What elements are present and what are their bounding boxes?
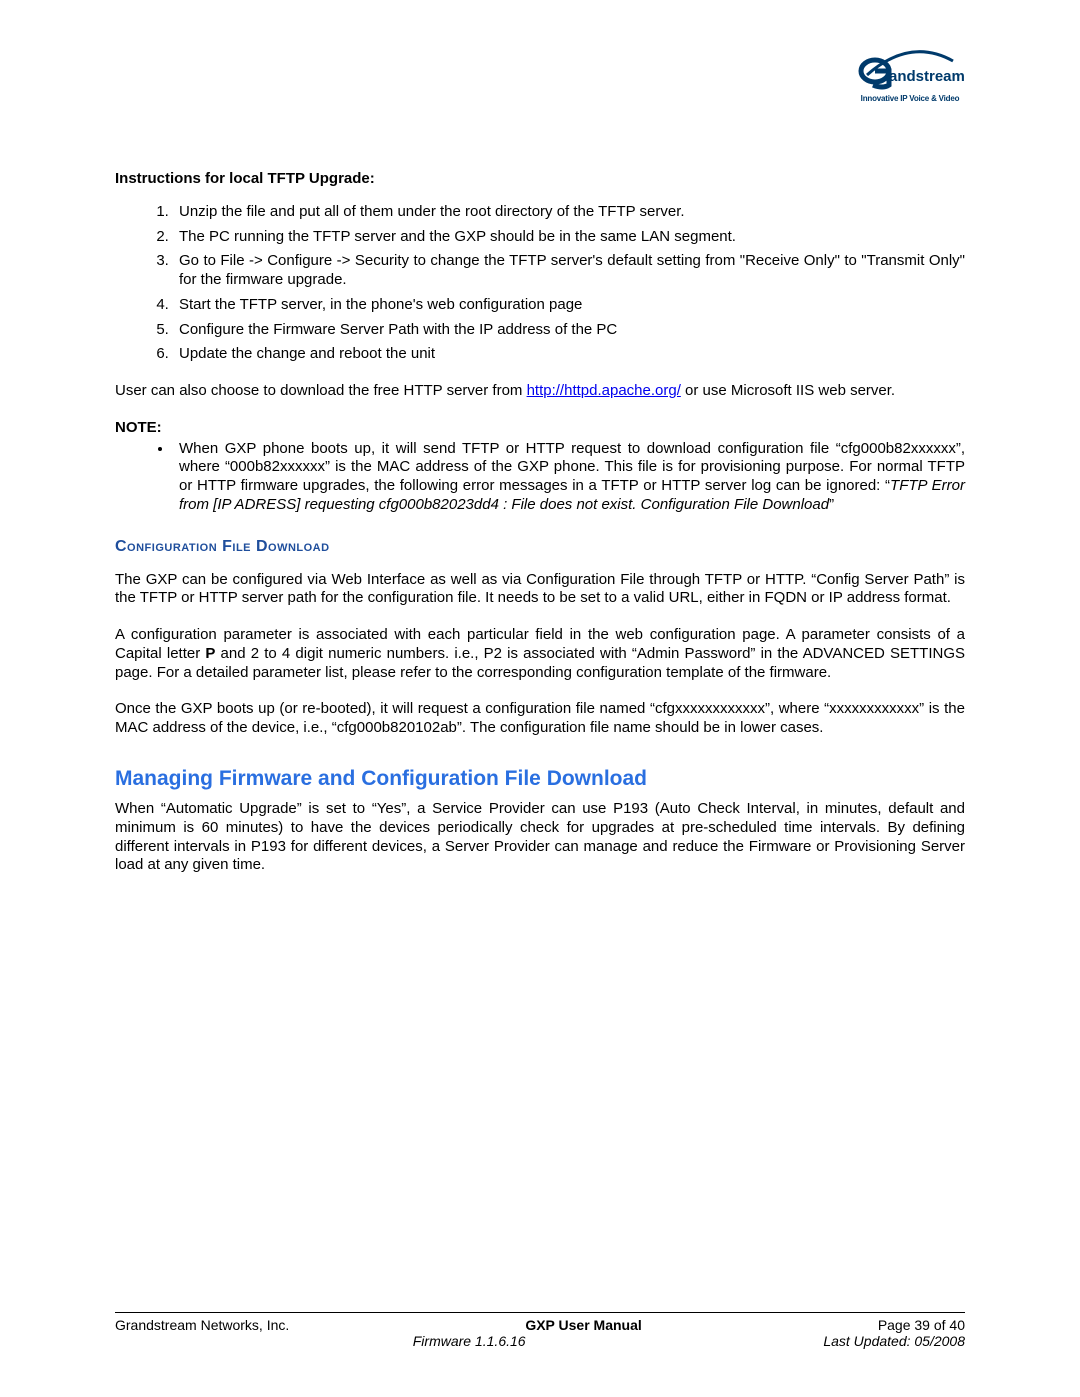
config-paragraph-2: A configuration parameter is associated … [115, 626, 965, 682]
managing-paragraph: When “Automatic Upgrade” is set to “Yes”… [115, 800, 965, 875]
list-item: Go to File -> Configure -> Security to c… [173, 252, 965, 290]
list-item: Update the change and reboot the unit [173, 345, 965, 364]
apache-link[interactable]: http://httpd.apache.org/ [527, 382, 681, 399]
svg-text:andstream: andstream [889, 68, 965, 85]
document-content: Instructions for local TFTP Upgrade: Unz… [115, 45, 965, 875]
bold-text: P [205, 645, 215, 662]
instructions-heading: Instructions for local TFTP Upgrade: [115, 170, 965, 189]
text: and 2 to 4 digit numeric numbers. i.e., … [115, 645, 965, 681]
instructions-list: Unzip the file and put all of them under… [115, 203, 965, 364]
config-paragraph-1: The GXP can be configured via Web Interf… [115, 571, 965, 609]
page: andstream Innovative IP Voice & Video In… [0, 0, 1080, 1397]
text: ” [829, 496, 834, 513]
list-item: The PC running the TFTP server and the G… [173, 228, 965, 247]
list-item: Start the TFTP server, in the phone's we… [173, 296, 965, 315]
config-paragraph-3: Once the GXP boots up (or re-booted), it… [115, 700, 965, 738]
config-section-heading: Configuration File Download [115, 537, 965, 557]
grandstream-logo-icon: andstream [855, 45, 965, 93]
footer-updated: Last Updated: 05/2008 [823, 1333, 965, 1349]
http-server-paragraph: User can also choose to download the fre… [115, 382, 965, 401]
logo-tagline: Innovative IP Voice & Video [855, 94, 965, 103]
footer-page-number: Page 39 of 40 [878, 1317, 965, 1333]
text: or use Microsoft IIS web server. [681, 382, 895, 399]
note-heading: NOTE: [115, 419, 965, 438]
note-list: When GXP phone boots up, it will send TF… [115, 440, 965, 515]
list-item: Unzip the file and put all of them under… [173, 203, 965, 222]
page-footer: Grandstream Networks, Inc. GXP User Manu… [115, 1312, 965, 1349]
footer-firmware: Firmware 1.1.6.16 [115, 1333, 823, 1349]
brand-logo: andstream Innovative IP Voice & Video [855, 45, 965, 103]
list-item: When GXP phone boots up, it will send TF… [173, 440, 965, 515]
text: When GXP phone boots up, it will send TF… [179, 440, 965, 495]
text: User can also choose to download the fre… [115, 382, 527, 399]
managing-section-heading: Managing Firmware and Configuration File… [115, 766, 965, 792]
footer-company: Grandstream Networks, Inc. [115, 1317, 289, 1333]
footer-doc-title: GXP User Manual [525, 1317, 641, 1333]
list-item: Configure the Firmware Server Path with … [173, 321, 965, 340]
